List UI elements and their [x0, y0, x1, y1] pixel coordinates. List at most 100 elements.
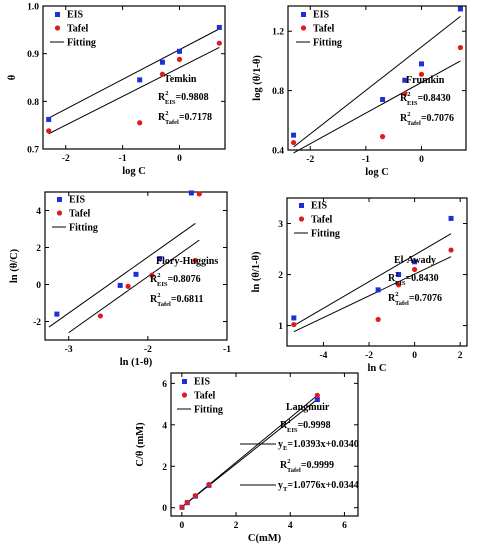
- legend-fitting-label: Fitting: [69, 223, 98, 234]
- legend-tafel-marker: [298, 216, 305, 222]
- tafel-point: [192, 493, 198, 499]
- legend-tafel-label: Tafel: [194, 391, 216, 402]
- x-axis-label: ln C: [368, 363, 387, 374]
- legend-fitting-label: Fitting: [311, 229, 340, 240]
- fit-line-eis: [293, 233, 452, 327]
- eis-point: [291, 132, 297, 138]
- r-subscript: Tafel: [165, 119, 179, 126]
- tafel-point: [457, 44, 464, 51]
- tafel-point: [176, 56, 183, 62]
- tafel-point: [216, 40, 222, 46]
- r-value: =0.7076: [421, 113, 454, 124]
- y-tick-label: 0.9: [27, 50, 39, 60]
- legend-eis-marker: [57, 197, 62, 202]
- x-tick-label: 6: [342, 521, 347, 531]
- tafel-point: [137, 120, 143, 126]
- r-superscript: 2: [287, 418, 290, 425]
- tafel-point: [402, 90, 408, 97]
- r-value: =0.8430: [405, 273, 438, 284]
- x-tick-label: -2: [62, 154, 70, 164]
- y-tick-label: 0.4: [272, 147, 284, 157]
- eis-point: [216, 24, 222, 30]
- y-tick-label: 4: [36, 207, 41, 217]
- eis-point: [291, 315, 297, 321]
- eis-point: [375, 287, 381, 293]
- legend-eis-label: EIS: [194, 377, 211, 388]
- eis-point: [380, 97, 386, 103]
- eq-symbol: y: [278, 439, 283, 450]
- r-superscript: 2: [395, 291, 398, 298]
- r2-tafel: R2 Tafel=0.7076: [388, 291, 442, 307]
- x-axis-label: log C: [122, 166, 146, 177]
- x-tick-label: 0: [412, 351, 417, 361]
- r2-eis: R2 EIS=0.8076: [150, 272, 201, 288]
- r-superscript: 2: [157, 272, 160, 279]
- y-tick-label: 0.8: [272, 87, 284, 97]
- legend-tafel-label: Tafel: [69, 209, 91, 220]
- y-tick-label: 1.0: [27, 3, 39, 13]
- tafel-point: [97, 313, 103, 319]
- y-axis-label: C/θ (mM): [135, 422, 146, 467]
- legend-eis-marker: [55, 12, 60, 17]
- r-superscript: 2: [157, 292, 160, 299]
- legend-eis-label: EIS: [313, 10, 330, 21]
- fit-line-tafel: [293, 60, 461, 154]
- y-tick-label: 4: [162, 421, 167, 431]
- model-title: Flory-Huggins: [156, 256, 218, 267]
- legend-eis-marker: [182, 379, 187, 384]
- eis-point: [396, 272, 402, 278]
- tafel-point: [206, 481, 212, 488]
- plot-frame: [44, 191, 228, 341]
- x-tick-label: -3: [65, 345, 73, 355]
- legend-eis-label: EIS: [311, 201, 328, 212]
- fit-line-tafel: [48, 47, 220, 135]
- tafel-point: [46, 128, 52, 134]
- x-tick-label: 4: [288, 521, 293, 531]
- y-tick-label: 0.7: [27, 146, 39, 156]
- eq-subscript: E: [283, 445, 287, 452]
- r-value: =0.6811: [171, 294, 204, 305]
- tafel-point: [375, 316, 381, 323]
- tafel-point: [196, 191, 202, 197]
- x-axis-label: log C: [365, 167, 389, 178]
- chart-temkin: -2 -1 0 0.7 0.8 0.9 1.0 log C θ EIS Tafel Fitting Te…: [7, 3, 226, 177]
- r-symbol: R: [150, 274, 158, 285]
- legend-eis-marker: [301, 12, 306, 17]
- fit-line-eis: [181, 398, 318, 508]
- r-subscript: EIS: [165, 99, 176, 106]
- fit-line-tafel: [293, 256, 452, 333]
- y-axis-label: log (θ/1-θ): [252, 55, 263, 101]
- y-tick-label: 0.8: [27, 98, 39, 108]
- x-tick-label: 0: [419, 155, 424, 165]
- x-tick-label: -2: [306, 155, 314, 165]
- r-superscript: 2: [165, 110, 168, 117]
- y-axis-label: ln (θ/1-θ): [251, 251, 262, 293]
- r-subscript: Tafel: [395, 300, 409, 307]
- legend-tafel-label: Tafel: [313, 24, 335, 35]
- r2-eis: R2 EIS=0.9808: [158, 90, 209, 106]
- model-title: El-Awady: [394, 255, 436, 266]
- eq-symbol: y: [278, 480, 283, 491]
- r2-eis: R2 EIS=0.8430: [400, 91, 451, 107]
- x-tick-label: -1: [119, 154, 127, 164]
- r-subscript: EIS: [287, 427, 298, 434]
- r-value: =0.9998: [297, 420, 330, 431]
- r-value: =0.8430: [417, 93, 450, 104]
- eis-point: [412, 259, 418, 265]
- eis-point: [314, 397, 320, 403]
- fit-line-tafel: [68, 239, 200, 334]
- tafel-point: [314, 392, 320, 398]
- y-tick-label: 2: [36, 244, 41, 254]
- legend-tafel-marker: [56, 210, 63, 216]
- y-tick-label: 1.2: [272, 28, 284, 38]
- r-subscript: Tafel: [287, 467, 301, 474]
- eis-point: [54, 311, 60, 317]
- r-subscript: Tafel: [157, 301, 171, 308]
- legend-tafel-marker: [181, 392, 188, 398]
- x-tick-label: -4: [319, 351, 327, 361]
- tafel-point: [179, 504, 185, 510]
- y-tick-label: 6: [162, 380, 167, 390]
